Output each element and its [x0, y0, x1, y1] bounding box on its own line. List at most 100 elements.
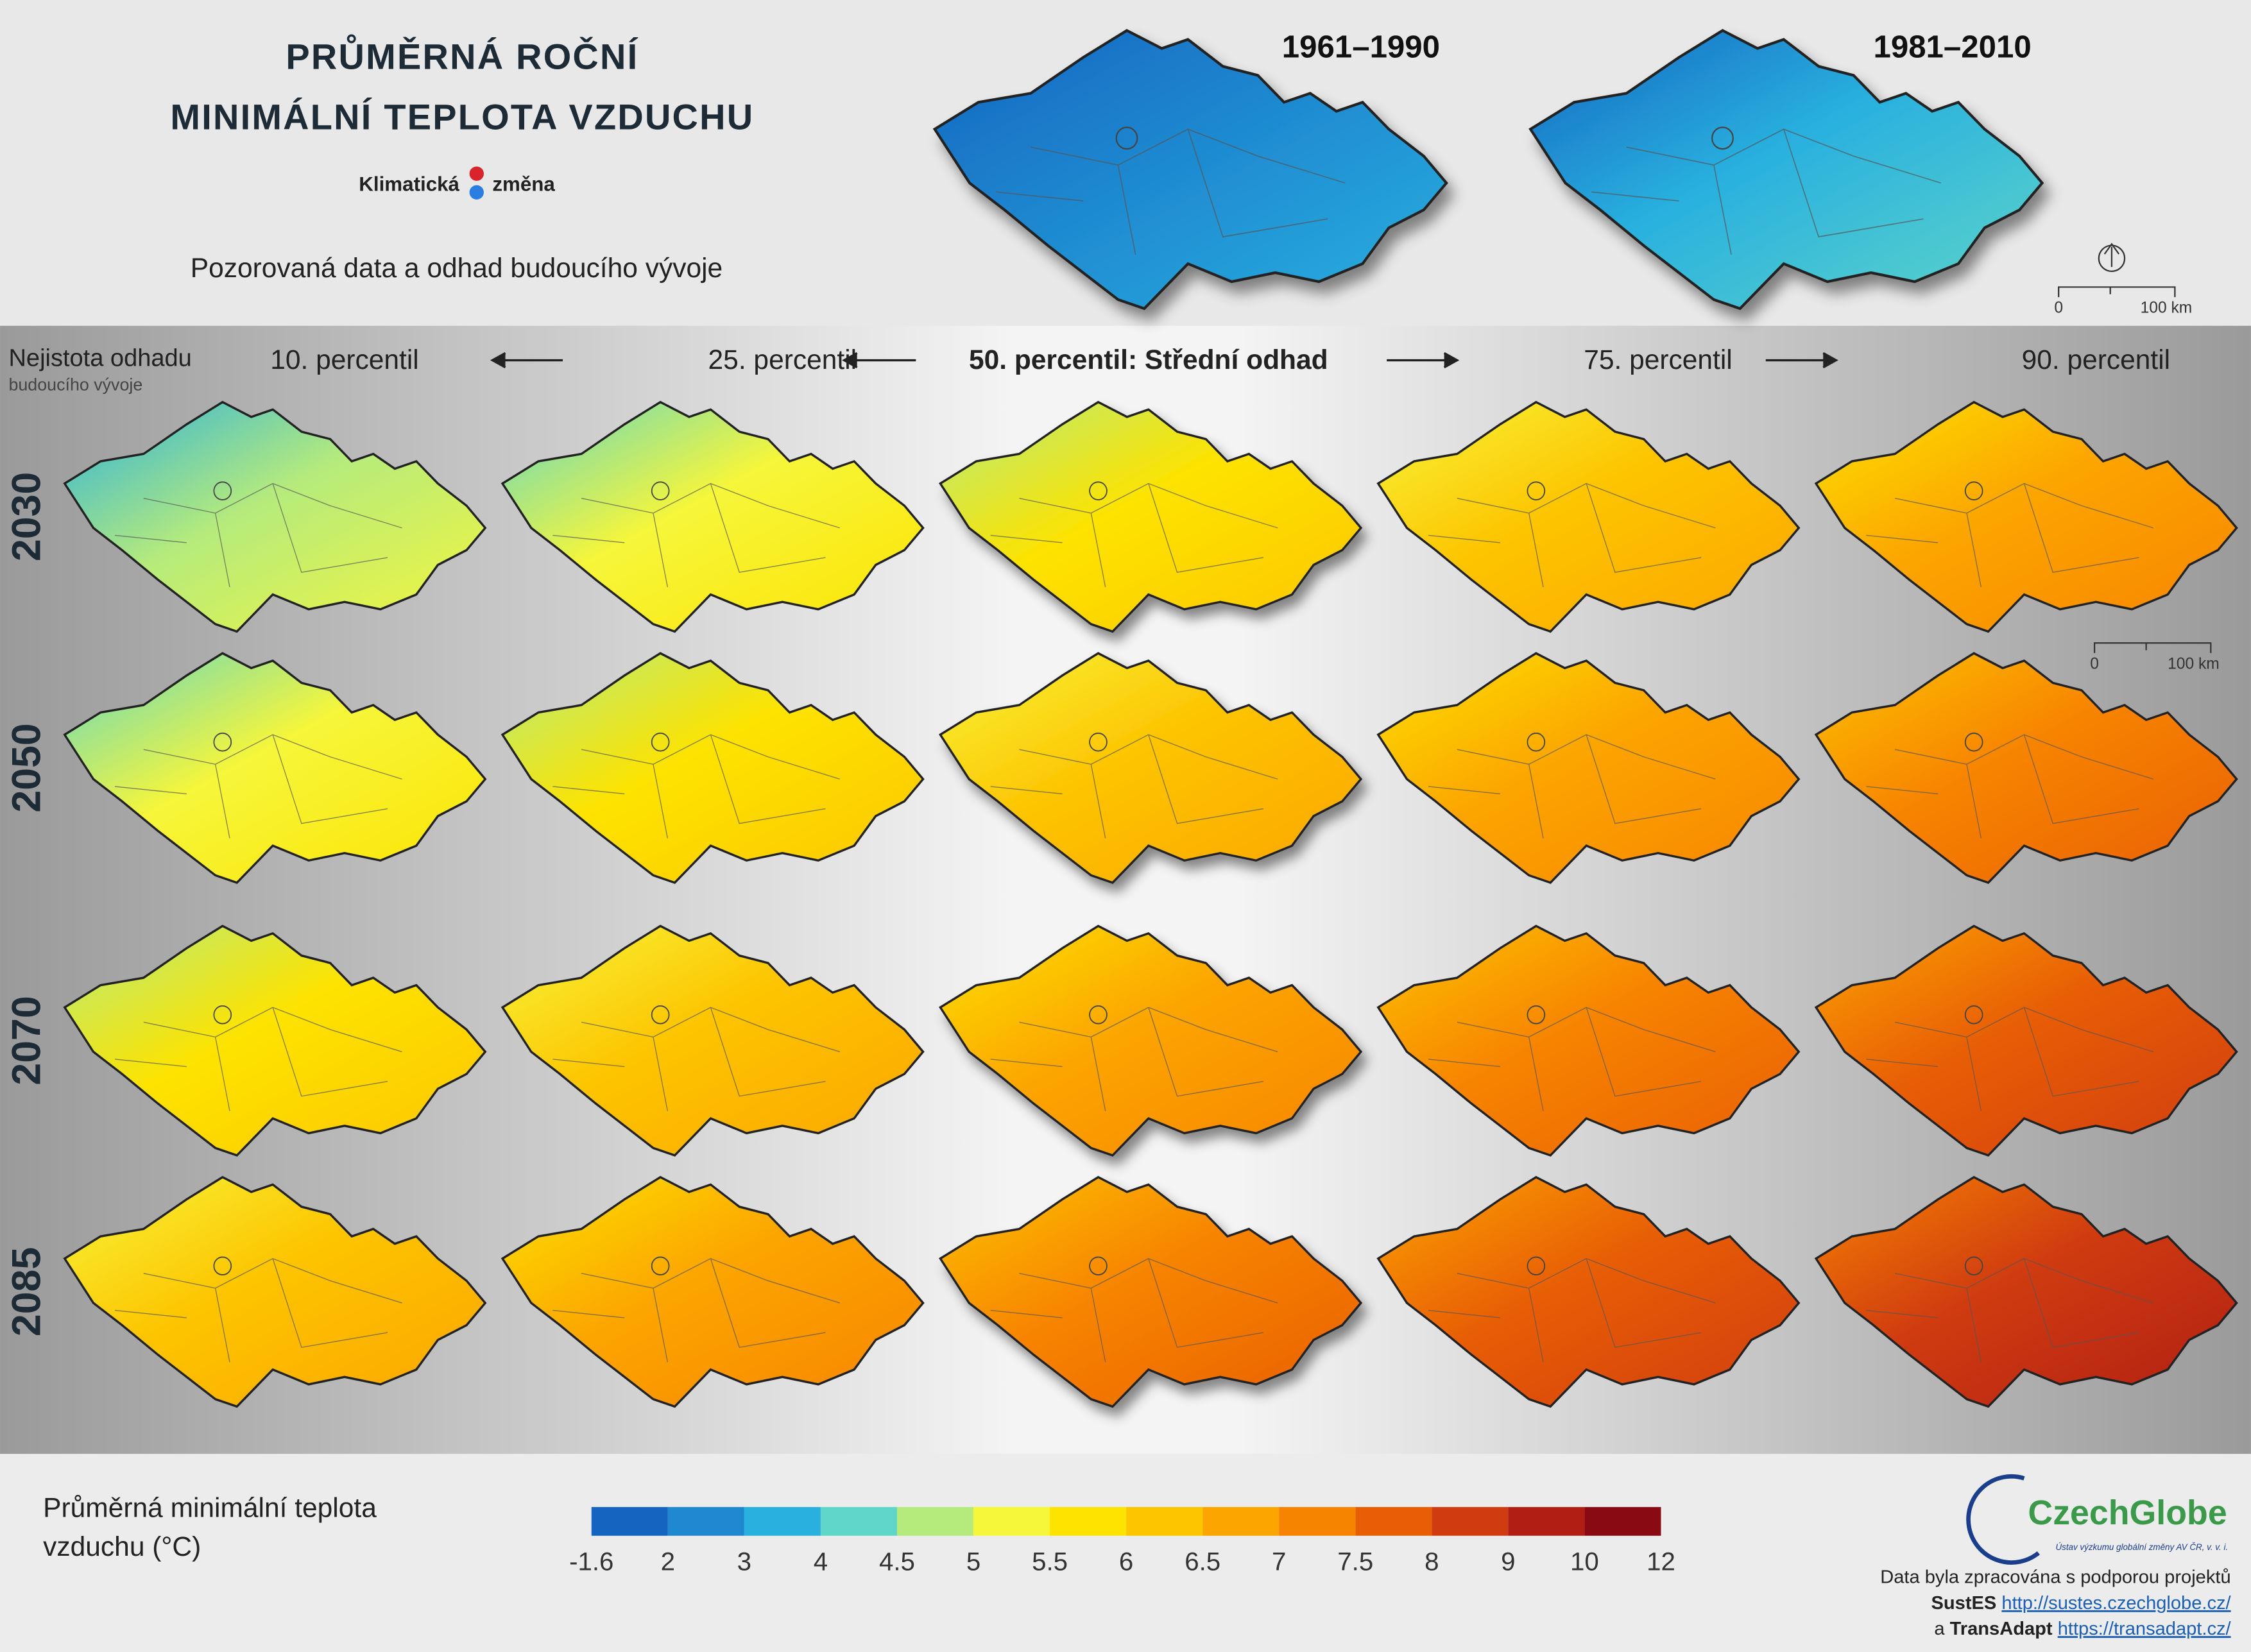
map [63, 400, 487, 633]
map [939, 924, 1363, 1157]
prague [651, 1005, 670, 1025]
region-borders [552, 1007, 840, 1111]
map [1814, 1175, 2238, 1408]
map [501, 400, 925, 633]
project-url[interactable]: https://transadapt.cz/ [2058, 1619, 2232, 1639]
footer-band [0, 1454, 2251, 1652]
legend-tick: 10 [1570, 1547, 1599, 1576]
uncertainty-label: Nejistota odhadu [8, 345, 191, 371]
legend-swatch [1584, 1507, 1661, 1536]
legend-tick: 2 [661, 1547, 675, 1576]
region-borders [995, 128, 1346, 255]
country-shape [1814, 924, 2238, 1157]
country-shape [1376, 1175, 1801, 1408]
map [501, 1175, 925, 1408]
country-shape [932, 29, 1448, 311]
org-subtitle: Ústav výzkumu globální změny AV ČR, v. v… [2055, 1542, 2228, 1552]
legend-tick: 5 [966, 1547, 980, 1576]
legend-swatch [896, 1507, 974, 1536]
region-borders [1866, 1257, 2154, 1363]
credit: Data byla zpracována s podporou projektů [1880, 1567, 2230, 1588]
legend-swatch [1126, 1507, 1203, 1536]
country-shape [501, 924, 925, 1157]
north-arrow [2103, 243, 2120, 268]
legend-tick: 7.5 [1337, 1547, 1373, 1576]
prague [1527, 1256, 1546, 1276]
region-borders [114, 482, 402, 588]
legend-title: Průměrná minimální teplota [43, 1494, 377, 1524]
map [63, 652, 487, 884]
country-shape [1376, 400, 1801, 633]
legend-tick: 6.5 [1185, 1547, 1220, 1576]
legend-title: vzduchu (°C) [43, 1532, 201, 1562]
country-shape [939, 924, 1363, 1157]
prague [1089, 1005, 1108, 1025]
prague [1527, 481, 1546, 500]
map [501, 652, 925, 884]
map [63, 924, 487, 1157]
country-shape [1814, 652, 2238, 884]
region-borders [990, 734, 1278, 839]
map [1528, 29, 2044, 311]
map [939, 400, 1363, 633]
map [1814, 924, 2238, 1157]
region-borders [1591, 128, 1941, 255]
org-logo-arc [1966, 1474, 2040, 1565]
region-borders [1428, 734, 1716, 839]
legend-tick: 4.5 [879, 1547, 915, 1576]
region-borders [1866, 734, 2154, 839]
title-line: MINIMÁLNÍ TEPLOTA VZDUCHU [170, 96, 754, 137]
projects: SustES http://sustes.czechglobe.cz/ a Tr… [1931, 1593, 2232, 1639]
prague [1964, 1256, 1983, 1276]
country-shape [63, 1175, 487, 1408]
percentile-label: 75. percentil [1584, 345, 1733, 375]
scalebar [2093, 642, 2212, 653]
prague [213, 732, 232, 752]
region-borders [114, 1257, 402, 1363]
prague [1964, 481, 1983, 500]
map [1814, 652, 2238, 884]
prague [651, 1256, 670, 1276]
prague [213, 481, 232, 500]
map [1376, 1175, 1801, 1408]
legend-swatch [1355, 1507, 1432, 1536]
prague [1711, 126, 1734, 150]
percentile-label: 25. percentil [708, 345, 857, 375]
legend-tick: 12 [1647, 1547, 1675, 1576]
scale-label: 100 km [2141, 300, 2193, 317]
map [1376, 400, 1801, 633]
scale-label: 100 km [2168, 656, 2220, 673]
project-url[interactable]: http://sustes.czechglobe.cz/ [2001, 1593, 2231, 1614]
legend-tick: 3 [737, 1547, 751, 1576]
map [932, 29, 1448, 311]
region-borders [990, 482, 1278, 588]
map [63, 1175, 487, 1408]
prague [1089, 732, 1108, 752]
project-line: SustES http://sustes.czechglobe.cz/ [1931, 1593, 2232, 1614]
percentile-label: 50. percentil: Střední odhad [969, 345, 1328, 375]
region-borders [114, 734, 402, 839]
percentile-label: 10. percentil [270, 345, 419, 375]
legend-swatch [1279, 1507, 1356, 1536]
region-borders [990, 1007, 1278, 1111]
legend-swatch [591, 1507, 668, 1536]
scalebar [2058, 286, 2176, 298]
period-label: 1961–1990 [1282, 29, 1440, 64]
region-borders [114, 1007, 402, 1111]
region-borders [552, 1257, 840, 1363]
country-shape [939, 400, 1363, 633]
country-shape [501, 400, 925, 633]
country-shape [63, 400, 487, 633]
year-label: 2050 [4, 723, 49, 812]
map [939, 1175, 1363, 1408]
legend-swatch [973, 1507, 1050, 1536]
project-name: SustES [1931, 1593, 1997, 1614]
map [1814, 400, 2238, 633]
project-name: TransAdapt [1950, 1619, 2053, 1639]
legend-tick: 6 [1119, 1547, 1133, 1576]
legend-swatch [744, 1507, 821, 1536]
country-shape [1376, 924, 1801, 1157]
legend-tick: 9 [1501, 1547, 1515, 1576]
prague [651, 481, 670, 500]
